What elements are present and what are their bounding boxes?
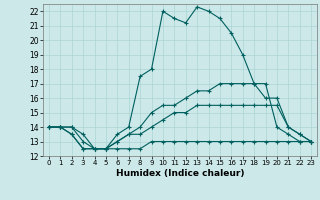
X-axis label: Humidex (Indice chaleur): Humidex (Indice chaleur) xyxy=(116,169,244,178)
